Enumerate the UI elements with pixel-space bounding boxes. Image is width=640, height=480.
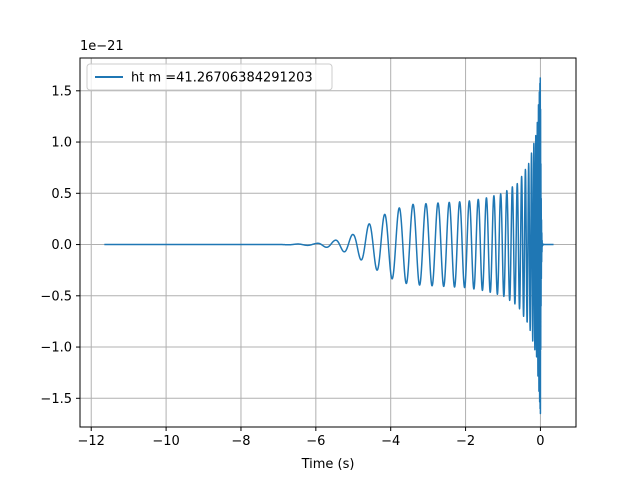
x-axis-label: Time (s) [301,457,355,472]
y-axis: −1.5 −1.0 −0.5 0.0 0.5 1.0 1.5 [40,84,80,407]
x-tick-label: −12 [78,434,105,449]
y-tick-label: 1.0 [51,136,72,151]
plot-frame [79,57,577,428]
y-tick-label: −0.5 [40,289,72,304]
y-tick-label: 0.0 [51,238,72,253]
y-tick-label: 0.5 [51,187,72,202]
grid [80,58,576,427]
x-tick-label: −2 [456,434,475,449]
x-tick-label: −4 [381,434,400,449]
series-layer [103,77,555,415]
y-tick-label: 1.5 [51,84,72,99]
x-tick-label: −6 [306,434,325,449]
x-tick-label: 0 [536,434,544,449]
legend-label: ht m =41.26706384291203 [131,71,313,86]
legend: ht m =41.26706384291203 [86,63,333,91]
x-tick-label: −10 [152,434,179,449]
y-tick-label: −1.5 [40,392,72,407]
legend-box [86,63,333,91]
y-tick-label: −1.0 [40,341,72,356]
x-axis: −12 −10 −8 −6 −4 −2 0 [78,427,545,449]
series-line [103,77,555,415]
y-offset-text: 1e−21 [80,39,124,54]
x-tick-label: −8 [231,434,250,449]
